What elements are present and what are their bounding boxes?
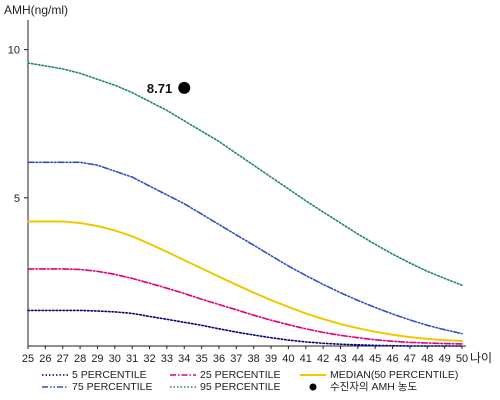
x-ticks: 25 26 27 28 29 30 31 32 33 34 35 36 37 38 39 40 41 42 43 44… [22, 346, 468, 365]
legend-marker-swatch [309, 383, 317, 391]
patient-value-dot [178, 81, 191, 94]
x-tick-label: 49 [439, 353, 451, 365]
x-tick-label: 39 [265, 353, 277, 365]
series-lines [27, 62, 463, 347]
series-line-2 [27, 220, 463, 342]
x-tick-label: 25 [22, 353, 34, 365]
x-tick-label: 38 [248, 353, 260, 365]
legend: 5 PERCENTILE 25 PERCENTILE MEDIAN(50 PERCE… [42, 369, 458, 393]
x-tick-label: 40 [282, 353, 294, 365]
series-line-4 [27, 62, 463, 287]
series-line-3 [27, 161, 463, 335]
series-line-1 [27, 268, 463, 345]
x-tick-label: 44 [352, 353, 364, 365]
patient-marker: 8.71 [147, 81, 191, 96]
x-tick-label: 26 [39, 353, 51, 365]
axes [27, 20, 466, 347]
legend-label: 95 PERCENTILE [200, 381, 281, 393]
x-tick-label: 47 [404, 353, 416, 365]
y-tick-label: 10 [8, 45, 20, 57]
legend-label: 75 PERCENTILE [72, 381, 153, 393]
legend-label: 수진자의 AMH 농도 [330, 381, 417, 393]
x-tick-label: 31 [126, 353, 138, 365]
x-tick-label: 37 [230, 353, 242, 365]
series-line-0 [27, 309, 463, 347]
x-tick-label: 32 [143, 353, 155, 365]
x-tick-label: 34 [178, 353, 190, 365]
x-axis-title: 나이 [470, 351, 492, 365]
y-tick-label: 5 [14, 193, 20, 205]
x-tick-label: 36 [213, 353, 225, 365]
x-tick-label: 42 [317, 353, 329, 365]
x-tick-label: 45 [369, 353, 381, 365]
legend-label: MEDIAN(50 PERCENTILE) [330, 369, 458, 381]
x-tick-label: 29 [91, 353, 103, 365]
x-tick-label: 35 [195, 353, 207, 365]
x-tick-label: 28 [74, 353, 86, 365]
x-tick-label: 50 [456, 353, 468, 365]
patient-value-label: 8.71 [147, 81, 172, 96]
x-tick-label: 48 [421, 353, 433, 365]
legend-label: 25 PERCENTILE [200, 369, 281, 381]
x-tick-label: 33 [161, 353, 173, 365]
x-tick-label: 41 [300, 353, 312, 365]
x-tick-label: 30 [109, 353, 121, 365]
x-tick-label: 43 [334, 353, 346, 365]
y-axis-title: AMH(ng/ml) [4, 3, 68, 17]
x-tick-label: 46 [386, 353, 398, 365]
x-tick-label: 27 [57, 353, 69, 365]
legend-label: 5 PERCENTILE [72, 369, 147, 381]
y-ticks: 5 10 [8, 45, 28, 205]
